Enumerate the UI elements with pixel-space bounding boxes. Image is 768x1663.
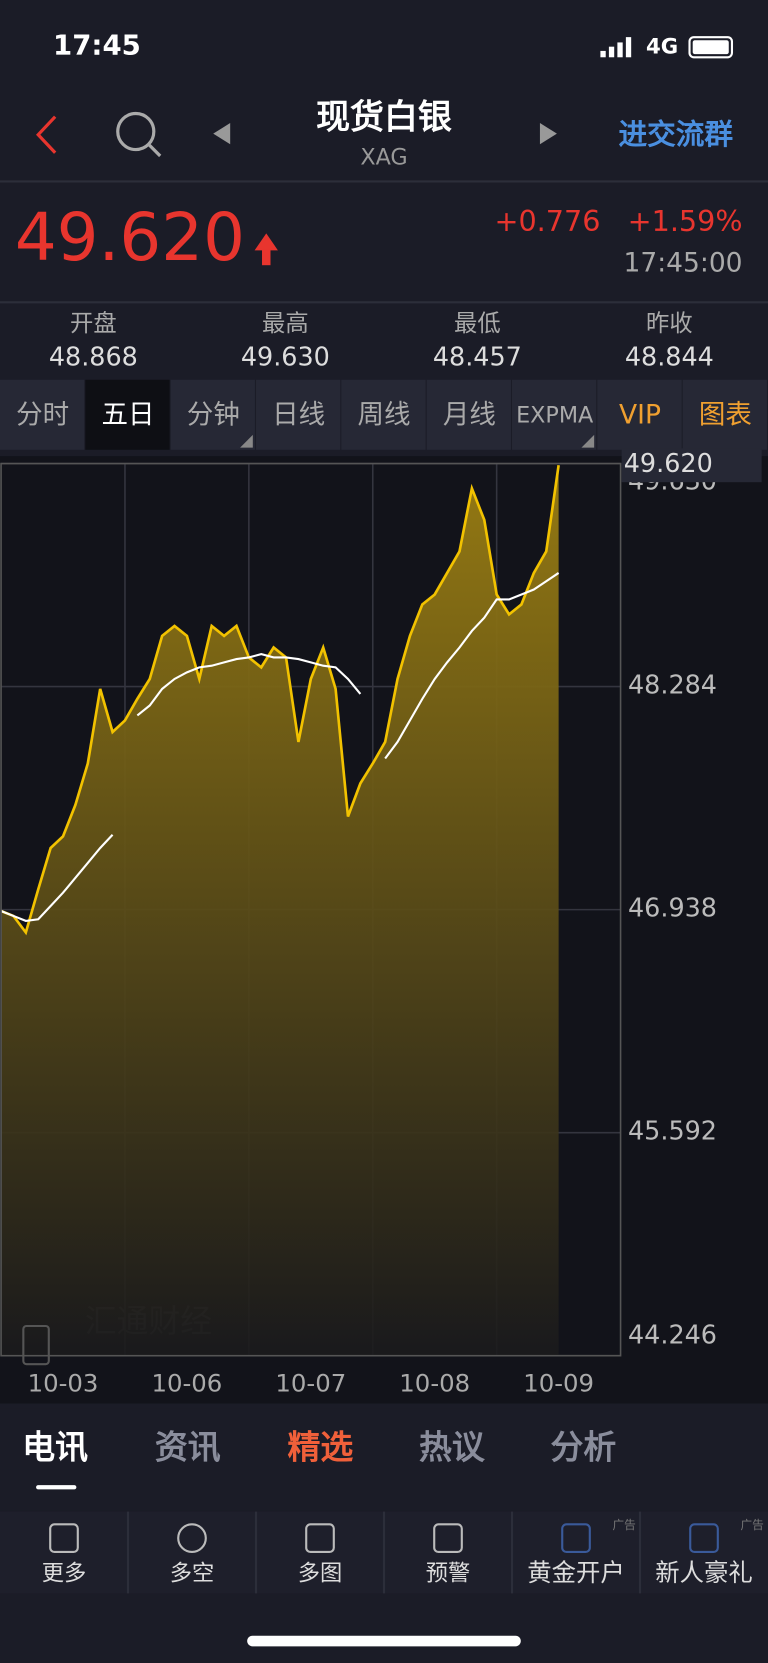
title: 现货白银	[316, 97, 452, 137]
back-button[interactable]	[36, 115, 57, 154]
subtitle: XAG	[360, 145, 407, 171]
y-tick-label: 48.284	[628, 671, 717, 701]
tab-bg[interactable]	[170, 379, 255, 450]
nav-icon[interactable]	[433, 1523, 463, 1554]
tab-bg[interactable]	[426, 379, 511, 450]
tab-bg[interactable]	[85, 379, 170, 450]
news-tab[interactable]: 电讯	[22, 1428, 88, 1467]
nav-icon[interactable]	[177, 1523, 207, 1554]
nav-icon[interactable]	[689, 1523, 719, 1554]
nav-label[interactable]: 多空	[170, 1561, 215, 1587]
news-tab[interactable]: 精选	[287, 1428, 353, 1467]
ad-tag: 广告	[740, 1518, 763, 1532]
nav-label[interactable]: 新人豪礼	[655, 1558, 753, 1587]
signal-icon	[600, 37, 632, 58]
tab[interactable]: VIP	[619, 399, 661, 430]
news-tabs: 电讯 资讯 精选 热议 分析	[22, 1428, 616, 1490]
ad-tag: 广告	[612, 1518, 635, 1532]
stat-label: 开盘	[70, 309, 117, 337]
nav-icon[interactable]	[49, 1523, 79, 1554]
next-button[interactable]	[539, 123, 557, 145]
stat-value: 49.630	[241, 343, 330, 373]
news-tab[interactable]: 热议	[419, 1428, 486, 1467]
home-indicator	[247, 1635, 521, 1647]
status-time: 17:45	[53, 29, 141, 62]
nav-label[interactable]: 更多	[42, 1561, 87, 1587]
news-tabs-bg	[0, 1408, 768, 1511]
rotate-icon	[22, 1324, 50, 1366]
battery	[688, 36, 734, 59]
tab-corner	[581, 434, 595, 448]
price-line	[0, 465, 560, 936]
period-tabs: 分时 五日 分钟 日线 周线 月线 EXPMA VIP 图表	[0, 379, 767, 450]
nav-label[interactable]: 多图	[298, 1561, 343, 1587]
x-tick-label: 10-09	[523, 1368, 594, 1397]
last-price-tag	[621, 448, 762, 483]
tab[interactable]: 图表	[699, 399, 752, 430]
y-tick-label: 45.592	[628, 1117, 717, 1147]
nav-label[interactable]: 预警	[426, 1561, 471, 1587]
plot-border	[0, 462, 622, 1357]
nav-icon[interactable]	[305, 1523, 335, 1554]
stats: 开盘 48.868 最高 49.630 最低 48.457 昨收 48.844	[49, 309, 714, 372]
tab-underline	[36, 1485, 77, 1490]
tab[interactable]: 月线	[443, 399, 496, 430]
up-arrow	[254, 233, 278, 266]
prev-button[interactable]	[213, 123, 231, 145]
stat-label: 最低	[454, 309, 501, 337]
nav-icon[interactable]	[561, 1523, 591, 1554]
news-tab[interactable]: 资讯	[155, 1428, 221, 1467]
tab[interactable]: 分时	[16, 399, 69, 430]
x-tick-label: 10-08	[399, 1368, 470, 1397]
tab-bg[interactable]	[0, 379, 85, 450]
tab-bg[interactable]	[256, 379, 341, 450]
stat-label: 最高	[262, 309, 309, 337]
tab-bg[interactable]	[597, 379, 682, 450]
change: +0.776	[494, 204, 600, 238]
tab[interactable]: 周线	[358, 399, 411, 430]
tab-bg[interactable]	[341, 379, 426, 450]
tab[interactable]: 日线	[272, 399, 325, 430]
x-tick-label: 10-07	[275, 1368, 346, 1397]
news-tab[interactable]: 分析	[551, 1428, 617, 1467]
tab[interactable]: 五日	[102, 399, 155, 430]
y-tick-label: 46.938	[628, 894, 717, 924]
battery-level	[692, 40, 729, 55]
stat-value: 48.844	[625, 343, 714, 373]
stat-value: 48.457	[433, 343, 522, 373]
tab[interactable]: EXPMA	[516, 402, 594, 428]
last-price-label: 49.620	[624, 449, 713, 479]
nav-label[interactable]: 黄金开户	[527, 1558, 625, 1587]
tab-corner	[240, 434, 253, 448]
tab[interactable]: 分钟	[187, 399, 240, 430]
change-pct: +1.59%	[628, 204, 743, 238]
quote-time: 17:45:00	[624, 248, 743, 279]
stat-label: 昨收	[646, 309, 693, 337]
price: 49.620	[15, 199, 245, 276]
average-line	[0, 572, 560, 922]
tab-bg[interactable]	[512, 379, 597, 450]
y-tick-label: 44.246	[628, 1321, 717, 1351]
search-button[interactable]	[116, 111, 162, 158]
tab-bg[interactable]	[682, 379, 767, 450]
network: 4G	[646, 35, 678, 60]
area	[1, 465, 559, 1356]
x-tick-label: 10-06	[151, 1368, 222, 1397]
chart: 汇通财经49.63048.28446.93845.59244.24610-031…	[0, 448, 762, 1397]
group-link[interactable]: 进交流群	[618, 117, 733, 151]
stat-value: 48.868	[49, 343, 138, 373]
x-tick-label: 10-03	[28, 1368, 99, 1397]
